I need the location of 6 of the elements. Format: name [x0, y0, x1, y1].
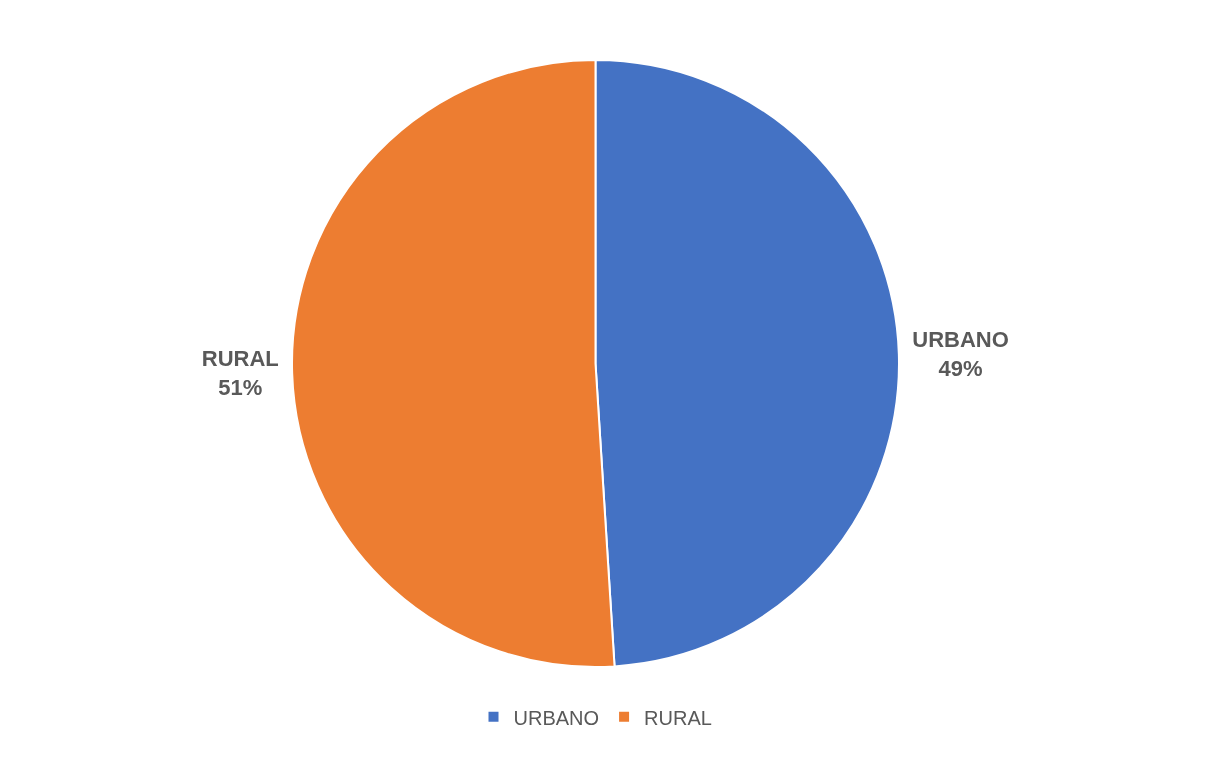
slice-label: RURAL	[201, 346, 279, 372]
legend-label: RURAL	[644, 706, 712, 729]
data-label: 49%	[938, 355, 983, 381]
slice-label: URBANO	[912, 327, 1009, 353]
legend-label: URBANO	[513, 706, 600, 729]
data-label: 51%	[218, 374, 263, 400]
